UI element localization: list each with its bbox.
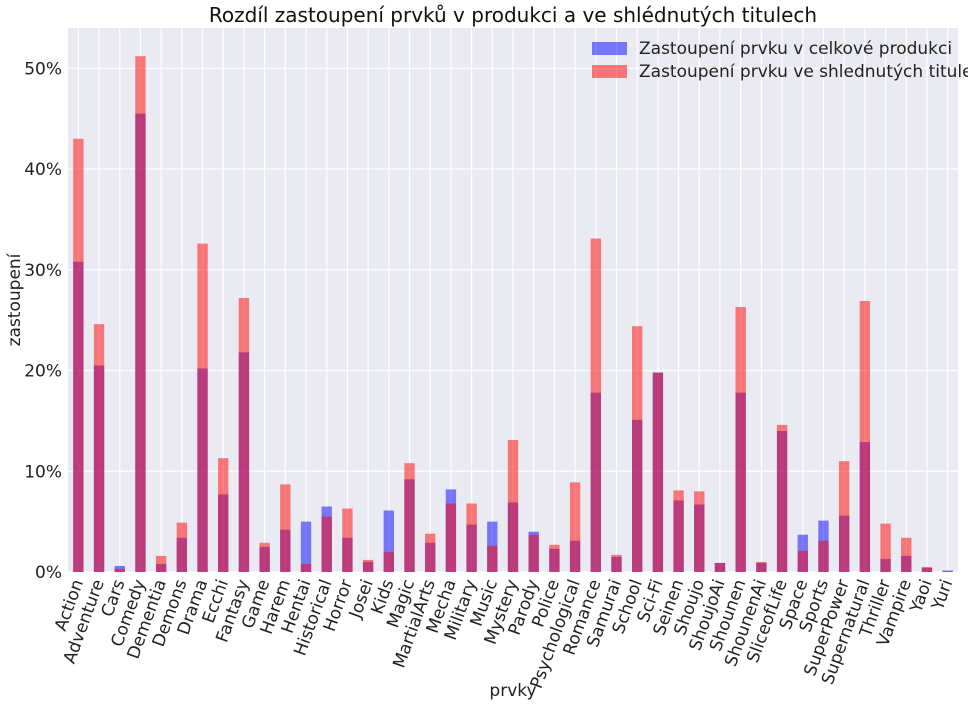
bar-watched-magic: [404, 463, 415, 572]
y-tick-label: 20%: [24, 362, 62, 382]
bar-watched-supernatural: [859, 301, 871, 572]
y-axis-label: zastoupení: [5, 252, 25, 346]
bar-watched-yuri: [942, 571, 953, 572]
bar-watched-adventure: [93, 324, 105, 572]
bar-watched-space: [797, 550, 808, 572]
legend-label-watched: Zastoupení prvku ve shlednutých titulech: [639, 62, 968, 82]
y-tick-label: 50%: [24, 59, 62, 79]
series-watched-bars: [73, 56, 953, 573]
bar-watched-fantasy: [238, 297, 250, 572]
y-axis-ticks: 0% 10% 20% 30% 40% 50%: [24, 59, 62, 583]
bar-watched-thriller: [880, 523, 891, 572]
bar-watched-shounenai: [756, 561, 767, 572]
y-tick-label: 40%: [24, 160, 62, 180]
bar-watched-shoujoai: [714, 562, 726, 572]
bar-production-hentai: [300, 521, 312, 572]
bar-watched-psychological: [569, 482, 581, 572]
bar-watched-game: [259, 542, 270, 572]
bar-watched-mystery: [507, 440, 519, 572]
bar-watched-mecha: [445, 503, 457, 572]
bar-watched-samurai: [611, 554, 622, 572]
bar-watched-horror: [342, 508, 353, 572]
bar-watched-vampire: [901, 537, 912, 572]
bar-watched-demons: [176, 522, 188, 572]
bar-watched-school: [632, 326, 643, 572]
bar-watched-seinen: [673, 490, 684, 572]
bar-watched-comedy: [135, 56, 146, 573]
legend-swatch-production: [592, 42, 627, 55]
y-tick-label: 10%: [24, 462, 62, 482]
bar-watched-hentai: [300, 563, 312, 572]
bar-watched-music: [487, 545, 498, 572]
y-tick-label: 30%: [24, 261, 62, 281]
bar-watched-yaoi: [921, 566, 933, 572]
bar-watched-shounen: [735, 307, 746, 572]
bar-watched-harem: [280, 484, 291, 572]
bar-watched-cars: [114, 568, 125, 572]
bar-watched-drama: [197, 243, 208, 572]
bar-production-kids: [383, 510, 394, 572]
bar-watched-superpower: [838, 461, 850, 572]
chart-title: Rozdíl zastoupení prvků v produkci a ve …: [209, 3, 817, 27]
bar-watched-parody: [528, 534, 539, 572]
legend-label-production: Zastoupení prvku v celkové produkci: [639, 39, 952, 59]
legend-swatch-watched: [592, 65, 627, 78]
x-axis-label: prvky: [489, 681, 536, 701]
bar-watched-military: [466, 503, 477, 572]
legend: Zastoupení prvku v celkové produkci Zast…: [592, 39, 968, 82]
bar-watched-ecchi: [218, 458, 229, 572]
bar-watched-sports: [818, 540, 829, 572]
bar-watched-shoujo: [694, 491, 705, 572]
bar-watched-josei: [362, 559, 374, 572]
bar-watched-dementia: [155, 555, 167, 572]
bar-production-yuri: [942, 570, 953, 572]
bar-watched-police: [549, 544, 560, 572]
bar-watched-romance: [590, 238, 601, 572]
y-tick-label: 0%: [35, 563, 62, 583]
bar-watched-sci-fi: [652, 372, 664, 572]
bar-watched-historical: [321, 516, 332, 572]
bar-watched-kids: [383, 551, 394, 572]
bar-watched-sliceoflife: [776, 424, 788, 572]
bar-watched-action: [73, 138, 84, 572]
bar-watched-martialarts: [425, 533, 436, 572]
